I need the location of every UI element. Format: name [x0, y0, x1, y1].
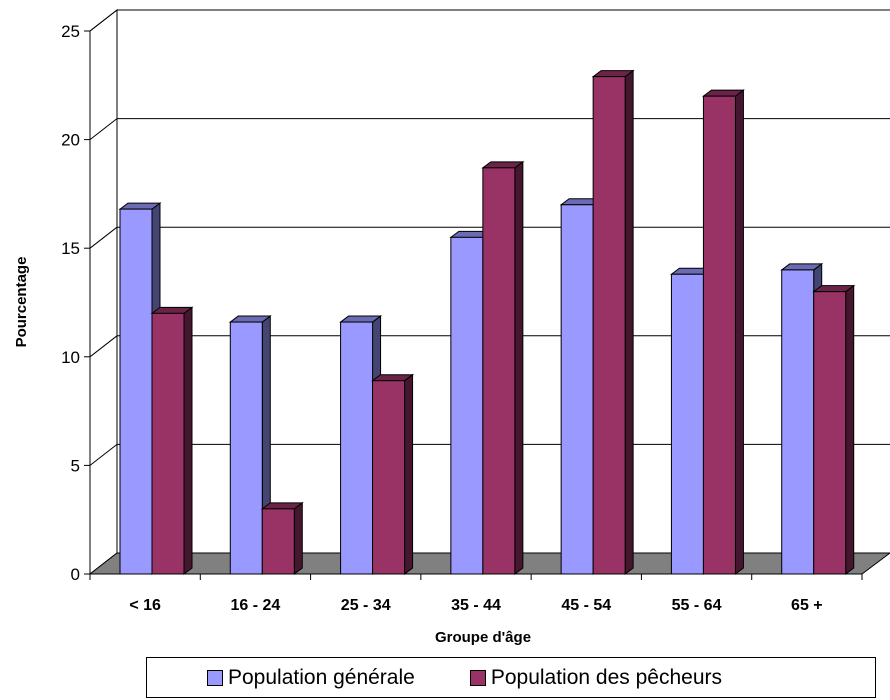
bar — [781, 269, 815, 575]
x-tick-label: 35 - 44 — [451, 597, 501, 614]
bar-top — [339, 315, 383, 323]
bar-top — [701, 89, 745, 97]
legend-swatch-general — [207, 669, 223, 686]
x-tick-label: 25 - 34 — [341, 597, 391, 614]
bar — [482, 167, 516, 575]
side-wall — [89, 8, 118, 576]
bar — [560, 204, 594, 575]
y-tick-label: 25 — [61, 22, 80, 41]
bar-top — [780, 263, 824, 271]
bar-top — [150, 306, 194, 314]
x-tick-label: < 16 — [129, 597, 161, 614]
y-axis-title: Pourcentage — [13, 257, 30, 348]
y-tick-label: 15 — [61, 239, 80, 258]
bar — [702, 95, 736, 575]
x-tick-label: 65 + — [791, 597, 823, 614]
bar — [372, 380, 406, 575]
bar — [340, 321, 374, 575]
bar-side — [183, 306, 193, 575]
bar-side — [845, 284, 855, 575]
bar-top — [228, 315, 272, 323]
bar — [813, 291, 847, 575]
legend: Population générale Population des pêche… — [146, 657, 876, 698]
legend-label-fishers: Population des pêcheurs — [490, 665, 722, 689]
x-tick-label: 45 - 54 — [561, 597, 611, 614]
bar-side — [624, 69, 634, 575]
bar — [450, 236, 484, 575]
bar — [592, 76, 626, 575]
bar-top — [591, 70, 635, 78]
bar-side — [404, 373, 414, 575]
y-tick-label: 5 — [71, 456, 80, 475]
tick-labels: 0 5 10 15 20 25 < 16 16 - 24 25 - 34 35 - 44 45 - … — [61, 22, 823, 614]
bar — [261, 508, 295, 575]
bar — [119, 208, 153, 575]
bar — [151, 312, 185, 575]
x-tick-label: 16 - 24 — [231, 597, 281, 614]
bar-top — [118, 202, 162, 210]
bar-side — [734, 89, 744, 575]
bar-top — [481, 161, 525, 169]
legend-label-general: Population générale — [228, 665, 415, 689]
x-axis-title: Groupe d'âge — [435, 629, 531, 646]
gridline-side — [89, 335, 118, 358]
legend-swatch-fishers — [469, 669, 486, 686]
bar — [670, 273, 704, 575]
bar-top — [812, 285, 856, 293]
y-tick-label: 0 — [71, 565, 80, 584]
gridline-side — [89, 444, 118, 466]
bar-side — [293, 501, 303, 575]
bar — [229, 321, 263, 575]
gridline-side — [89, 226, 118, 249]
y-tick-label: 20 — [61, 131, 80, 150]
bar-top — [260, 502, 304, 510]
bar-top — [371, 374, 415, 382]
gridline-side — [89, 9, 118, 32]
legend-item-fishers: Population des pêcheurs — [469, 665, 722, 690]
x-tick-label: 55 - 64 — [672, 597, 722, 614]
y-tick-label: 10 — [61, 348, 80, 367]
bars — [118, 69, 856, 575]
legend-item-general: Population générale — [207, 666, 415, 690]
gridline-side — [89, 118, 118, 140]
bar-side — [514, 160, 524, 575]
